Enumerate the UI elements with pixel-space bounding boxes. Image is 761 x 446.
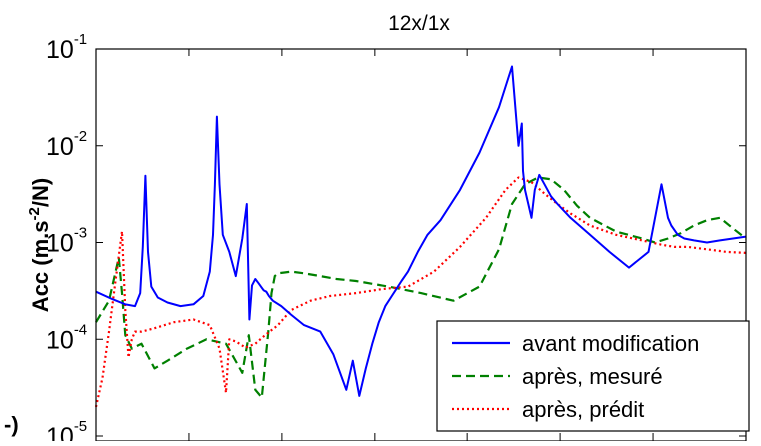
legend-items: avant modification après, mesuré après, pr… — [452, 331, 699, 422]
series-line-2 — [94, 176, 747, 408]
legend: avant modification après, mesuré après, pr… — [436, 320, 750, 432]
y-axis-label: Acc (m.s-2/N) — [26, 178, 53, 312]
series-line-1 — [95, 176, 747, 399]
y-tick-label: 10-5 — [46, 418, 87, 441]
legend-label: après, mesuré — [522, 364, 663, 389]
series-line-0 — [95, 65, 747, 397]
y-axis-label-superscript: -2 — [26, 207, 43, 220]
y-tick-label: 10-3 — [46, 225, 87, 258]
legend-label: avant modification — [522, 331, 699, 356]
clipped-axis-glyph: -) — [4, 412, 19, 437]
y-tick-label: 10-2 — [46, 128, 87, 161]
y-axis-label-suffix: /N) — [28, 178, 53, 207]
chart-title: 12x/1x — [388, 12, 450, 35]
y-axis-ticks: 10-1 10-2 10-3 10-4 10-5 — [46, 31, 746, 446]
y-axis-label-main: Acc (m.s — [28, 220, 53, 312]
series-lines — [94, 65, 747, 408]
y-tick-label: 10-4 — [46, 321, 87, 354]
x-axis-ticks — [95, 49, 747, 441]
legend-label: après, prédit — [522, 397, 644, 422]
y-tick-label: 10-1 — [46, 31, 87, 64]
